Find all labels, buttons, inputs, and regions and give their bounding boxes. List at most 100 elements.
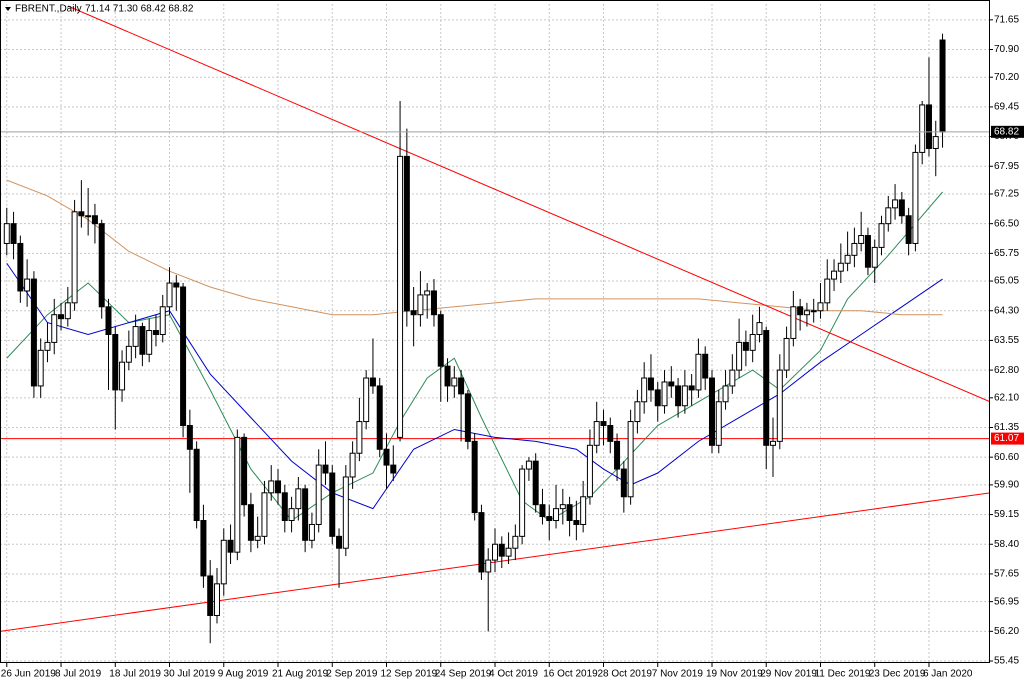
candle-body xyxy=(566,504,573,522)
candle-body xyxy=(634,401,641,423)
candle-body xyxy=(688,385,695,391)
candle-body xyxy=(437,314,444,367)
candle-body xyxy=(573,520,580,525)
x-tick-label: 19 Nov 2019 xyxy=(706,669,763,680)
candle-body xyxy=(749,333,756,351)
plot-frame xyxy=(0,0,990,663)
candle-body xyxy=(905,215,912,244)
candle-body xyxy=(641,377,648,403)
y-tick-label: 69.45 xyxy=(994,102,1019,113)
candle-body xyxy=(478,512,485,573)
candle-body xyxy=(932,136,939,149)
candle-body xyxy=(241,436,248,506)
candle-body xyxy=(464,393,471,442)
y-tick-label: 67.25 xyxy=(994,189,1019,200)
candle-body xyxy=(51,314,58,343)
moving-average xyxy=(6,179,943,316)
candle-body xyxy=(892,199,899,209)
candle-body xyxy=(417,294,424,316)
candle-body xyxy=(37,349,44,387)
y-tick-label: 59.15 xyxy=(994,509,1019,520)
candle-body xyxy=(498,543,505,557)
candle-body xyxy=(227,539,234,553)
x-tick-label: 29 Nov 2019 xyxy=(760,669,817,680)
candle-body xyxy=(546,516,553,522)
y-tick-label: 61.35 xyxy=(994,422,1019,433)
candle-body xyxy=(234,436,241,553)
candle-body xyxy=(729,369,736,387)
candle-body xyxy=(885,207,892,225)
chart-title: FBRENT.,Daily xyxy=(15,4,82,15)
candle-body xyxy=(159,306,166,335)
candle-body xyxy=(105,306,112,335)
x-tick-label: 12 Sep 2019 xyxy=(381,669,438,680)
candle-body xyxy=(878,223,885,248)
x-tick-label: 4 Oct 2019 xyxy=(489,669,538,680)
y-tick-label: 62.80 xyxy=(994,365,1019,376)
x-tick-label: 11 Dec 2019 xyxy=(814,669,870,680)
candle-body xyxy=(837,262,844,272)
candle-body xyxy=(803,310,810,316)
candle-body xyxy=(424,290,431,296)
candle-body xyxy=(539,504,546,518)
y-tick-label: 65.05 xyxy=(994,276,1019,287)
candle-body xyxy=(797,306,804,316)
candle-body xyxy=(681,385,688,407)
level-label: 61.07 xyxy=(994,433,1019,444)
candle-body xyxy=(620,468,627,498)
moving-average xyxy=(6,191,943,522)
x-tick-label: 30 Jul 2019 xyxy=(164,669,216,680)
candle-body xyxy=(485,559,492,573)
y-tick-label: 66.50 xyxy=(994,218,1019,229)
candle-body xyxy=(627,421,634,498)
candle-body xyxy=(512,535,519,549)
candle-body xyxy=(831,270,838,280)
candle-body xyxy=(410,310,417,316)
candle-body xyxy=(471,440,478,514)
candle-body xyxy=(213,583,220,617)
candle-body xyxy=(810,310,817,313)
candle-body xyxy=(532,460,539,506)
x-tick-label: 28 Oct 2019 xyxy=(597,669,652,680)
candle-body xyxy=(925,104,932,149)
plot-area xyxy=(1,4,989,662)
candle-body xyxy=(329,472,336,537)
candle-body xyxy=(152,330,159,335)
candle-body xyxy=(58,314,65,320)
candle-body xyxy=(505,547,512,557)
y-tick-label: 70.20 xyxy=(994,72,1019,83)
candle-body xyxy=(614,440,621,470)
candle-body xyxy=(708,377,715,446)
y-tick-label: 57.65 xyxy=(994,569,1019,580)
candle-body xyxy=(268,480,275,494)
candle-body xyxy=(790,306,797,339)
candle-body xyxy=(444,365,451,387)
candle-body xyxy=(898,199,905,217)
y-tick-label: 67.95 xyxy=(994,161,1019,172)
candle-body xyxy=(661,381,668,407)
candle-body xyxy=(349,452,356,478)
x-tick-label: 23 Dec 2019 xyxy=(869,669,926,680)
candle-body xyxy=(763,330,770,446)
candle-body xyxy=(275,480,282,494)
candle-body xyxy=(783,337,790,371)
candle-body xyxy=(247,504,254,541)
candle-body xyxy=(85,215,92,218)
candle-body xyxy=(220,539,227,585)
candle-body xyxy=(207,575,214,617)
candle-body xyxy=(844,254,851,264)
candle-body xyxy=(17,242,24,292)
y-tick-label: 64.30 xyxy=(994,305,1019,316)
candle-body xyxy=(817,302,824,312)
candle-body xyxy=(695,353,702,391)
candle-body xyxy=(647,377,654,391)
candle-body xyxy=(173,282,180,288)
candle-body xyxy=(281,492,288,522)
price-label-box xyxy=(991,125,1024,138)
candle-body xyxy=(586,444,593,498)
candle-body xyxy=(336,535,343,549)
candle-body xyxy=(200,520,207,577)
candle-body xyxy=(715,401,722,446)
candle-body xyxy=(369,377,376,387)
candle-body xyxy=(261,492,268,537)
